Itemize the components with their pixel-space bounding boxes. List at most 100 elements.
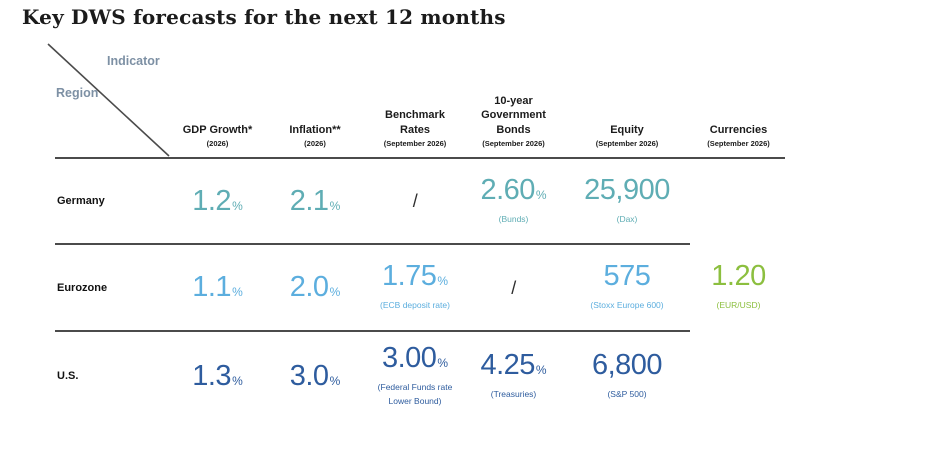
column-header-inflation: Inflation** (2026) [265,123,365,157]
cell-us-equity: 6,800 (S&P 500) [562,332,692,420]
cell-note: (Treasuries) [490,388,537,399]
cell-eurozone-inflation: 2.0% [265,245,365,330]
value-unit: % [232,285,243,299]
region-label: U.S. [57,370,79,382]
cell-note: (EUR/USD) [716,300,761,311]
cell-value: 1.3% [192,359,243,392]
cell-value: / [413,192,418,210]
cell-eurozone-currencies: 1.20 (EUR/USD) [692,245,785,330]
cell-us-currencies [692,332,785,420]
column-header-sublabel: (September 2026) [707,139,770,148]
cell-us-government-bonds: 4.25% (Treasuries) [465,332,562,420]
cell-value: 1.75% [382,262,448,291]
value-number: 1.75 [381,260,437,293]
cell-us-gdp-growth: 1.3% [170,332,265,420]
column-header-label: Currencies [709,123,768,136]
cell-germany-inflation: 2.1% [265,159,365,243]
cell-value: 1.1% [192,273,243,302]
value-number: 2.0 [289,271,329,303]
value-unit: % [232,198,243,213]
value-number: 1.20 [711,260,766,293]
column-header-label: Inflation** [289,123,341,136]
cell-germany-gdp-growth: 1.2% [170,159,265,243]
cell-value: 3.0% [289,359,341,392]
value-number: 6,800 [591,348,663,381]
cell-eurozone-government-bonds: / [465,245,562,330]
column-header-label: Benchmark Rates [385,109,445,136]
value-unit: % [437,355,449,370]
cell-value: 1.2% [192,184,243,217]
cell-note: (Federal Funds rate Lower Bound) [377,381,453,406]
value-number: 4.25 [480,348,535,381]
cell-germany-currencies [692,159,785,243]
cell-note: (Dax) [616,213,638,224]
cell-value: 25,900 [584,173,670,206]
page-title: Key DWS forecasts for the next 12 months [22,5,506,29]
cell-eurozone-gdp-growth: 1.1% [170,245,265,330]
region-axis-label: Region [56,86,99,100]
cell-germany-benchmark-rates: / [365,159,465,243]
column-header-equity: Equity (September 2026) [562,123,692,157]
cell-note: (Bunds) [498,213,529,224]
value-unit: % [535,187,547,202]
value-number: 575 [603,260,651,293]
cell-us-inflation: 3.0% [265,332,365,420]
value-number: 2.60 [480,173,535,206]
cell-value: 575 [604,262,651,291]
value-unit: % [329,198,341,213]
value-number: 1.2 [192,184,232,217]
value-number: 2.1 [289,184,329,217]
row-divider [55,243,690,245]
cell-germany-government-bonds: 2.60% (Bunds) [465,159,562,243]
column-header-sublabel: (September 2026) [482,139,545,148]
cell-value: / [511,279,516,297]
header-row: Indicator Region GDP Growth* (2026) Infl… [47,43,785,159]
cell-eurozone-benchmark-rates: 1.75% (ECB deposit rate) [365,245,465,330]
column-header-sublabel: (2026) [304,139,326,148]
cell-value: 1.20 [711,260,766,293]
column-header-sublabel: (September 2026) [595,139,659,148]
diagonal-divider-line [47,43,170,157]
region-label: Eurozone [57,281,108,294]
indicator-axis-label: Indicator [107,54,160,68]
cell-value: 2.1% [289,184,341,217]
cell-note: (Stoxx Europe 600) [590,300,664,311]
cell-note: (S&P 500) [607,388,647,399]
column-header-sublabel: (2026) [206,139,229,148]
cell-value: 2.60% [480,173,547,206]
value-unit: % [329,285,341,299]
value-number: 1.3 [192,359,232,392]
column-header-currencies: Currencies (September 2026) [692,123,785,157]
row-divider [55,330,690,332]
value-number: 25,900 [584,173,670,206]
cell-germany-equity: 25,900 (Dax) [562,159,692,243]
column-header-government-bonds: 10-year Government Bonds (September 2026… [465,94,562,157]
column-header-label: GDP Growth* [182,123,253,136]
table-row-us: U.S. 1.3% 3.0% 3.00% (Federal Funds rate… [55,332,785,420]
value-number: 3.00 [381,341,437,374]
cell-us-benchmark-rates: 3.00% (Federal Funds rate Lower Bound) [365,332,465,420]
forecast-table: Indicator Region GDP Growth* (2026) Infl… [47,43,785,420]
cell-value: 4.25% [480,348,547,381]
table-row-eurozone: Eurozone 1.1% 2.0% 1.75% (ECB deposit ra… [55,245,785,330]
value-number: / [412,191,418,211]
column-header-label: Equity [610,123,644,136]
value-unit: % [437,274,449,289]
cell-value: 6,800 [591,348,663,381]
value-unit: % [329,373,341,388]
value-unit: % [232,373,243,388]
column-header-benchmark-rates: Benchmark Rates (September 2026) [365,108,465,157]
value-number: 1.1 [192,271,232,303]
column-header-gdp-growth: GDP Growth* (2026) [170,123,265,157]
column-header-sublabel: (September 2026) [383,139,447,148]
value-unit: % [535,362,547,377]
value-number: 3.0 [289,359,329,392]
cell-value: 2.0% [290,273,341,302]
region-label: Germany [57,195,105,207]
cell-eurozone-equity: 575 (Stoxx Europe 600) [562,245,692,330]
cell-note: (ECB deposit rate) [380,300,450,311]
table-row-germany: Germany 1.2% 2.1% / 2.60% (Bunds) 25,900… [55,159,785,243]
value-number: / [511,277,516,298]
column-header-label: 10-year Government Bonds [481,95,546,136]
